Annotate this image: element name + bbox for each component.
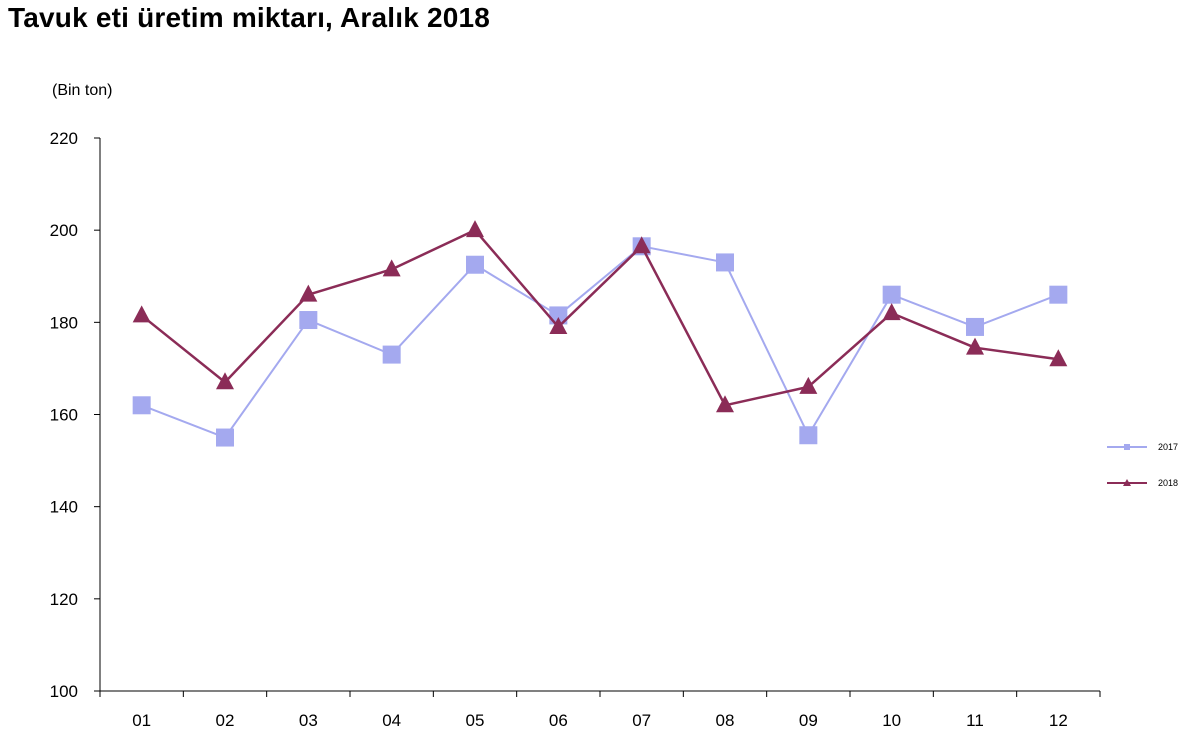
- data-point-2018: [882, 303, 901, 321]
- data-point-2017: [132, 396, 151, 415]
- data-point-2018: [466, 220, 484, 238]
- data-point-2018: [549, 316, 568, 334]
- y-axis-ticks: 100 120 140 160 180 200 220: [50, 129, 100, 701]
- x-tick-label: 12: [1049, 711, 1068, 730]
- chart-title: Tavuk eti üretim miktarı, Aralık 2018: [8, 2, 491, 33]
- x-tick-label: 11: [966, 711, 984, 730]
- legend-marker: [1123, 479, 1131, 486]
- data-point-2018: [216, 372, 234, 390]
- series-2018: [132, 220, 1068, 413]
- data-point-2017: [966, 317, 984, 336]
- data-point-2018: [382, 259, 401, 277]
- y-tick-label: 100: [50, 682, 78, 701]
- data-point-2018: [299, 284, 318, 302]
- data-point-2017: [299, 311, 318, 330]
- y-tick-label: 160: [50, 406, 78, 425]
- data-point-2018: [132, 305, 151, 323]
- x-tick-label: 08: [716, 711, 735, 730]
- data-point-2017: [716, 253, 734, 272]
- x-tick-label: 09: [799, 711, 818, 730]
- x-tick-label: 01: [132, 711, 151, 730]
- series-layer: [132, 220, 1068, 447]
- x-tick-label: 07: [632, 711, 651, 730]
- y-tick-label: 120: [50, 590, 78, 609]
- data-point-2018: [799, 376, 818, 394]
- y-tick-label: 140: [50, 498, 78, 517]
- x-tick-label: 06: [549, 711, 568, 730]
- legend: 2017 2018: [1107, 442, 1178, 488]
- data-point-2017: [466, 255, 484, 274]
- legend-marker: [1124, 444, 1130, 450]
- data-point-2017: [382, 345, 401, 364]
- x-tick-label: 05: [466, 711, 485, 730]
- y-axis-unit-label: (Bin ton): [52, 82, 112, 99]
- y-tick-label: 180: [50, 313, 78, 332]
- data-point-2018: [632, 236, 651, 254]
- data-point-2017: [216, 428, 234, 447]
- y-tick-label: 200: [50, 221, 78, 240]
- x-tick-label: 03: [299, 711, 318, 730]
- x-tick-label: 10: [882, 711, 901, 730]
- data-point-2017: [799, 426, 818, 445]
- legend-label: 2017: [1158, 442, 1178, 452]
- y-tick-label: 220: [50, 129, 78, 148]
- data-point-2017: [882, 285, 901, 304]
- data-point-2018: [966, 337, 984, 355]
- series-2017: [132, 237, 1068, 447]
- x-tick-label: 04: [382, 711, 401, 730]
- data-point-2018: [716, 395, 734, 413]
- x-axis-ticks: 01 02 03 04 05 06 07 08 09 10 11 12: [99, 691, 1101, 730]
- data-point-2018: [1049, 349, 1068, 367]
- legend-item-2018: 2018: [1107, 478, 1178, 488]
- data-point-2017: [1049, 285, 1068, 304]
- legend-item-2017: 2017: [1107, 442, 1178, 452]
- x-tick-label: 02: [216, 711, 235, 730]
- legend-label: 2018: [1158, 478, 1178, 488]
- series-line-2017: [141, 245, 1059, 439]
- series-line-2018: [140, 228, 1059, 407]
